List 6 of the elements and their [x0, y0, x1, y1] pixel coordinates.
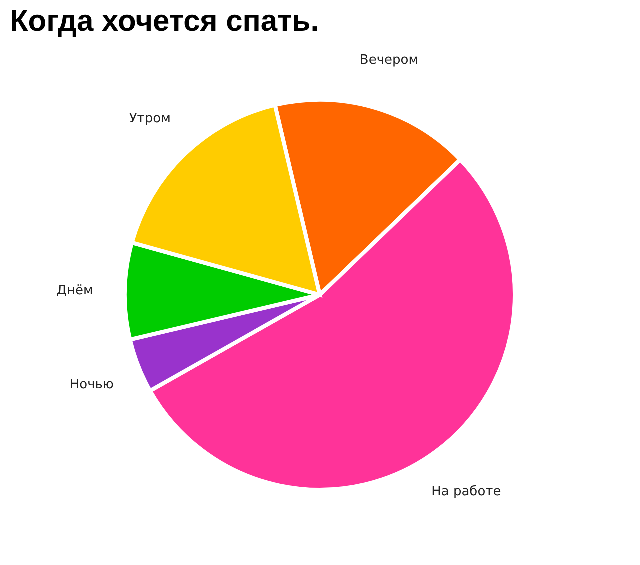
slice-label: Днём — [56, 283, 94, 298]
chart-title: Когда хочется спать. — [10, 5, 320, 38]
slice-label: Утром — [129, 111, 171, 126]
slice-label: На работе — [432, 484, 502, 500]
slice-label: Ночью — [70, 377, 114, 392]
slice-label: Вечером — [360, 52, 419, 68]
